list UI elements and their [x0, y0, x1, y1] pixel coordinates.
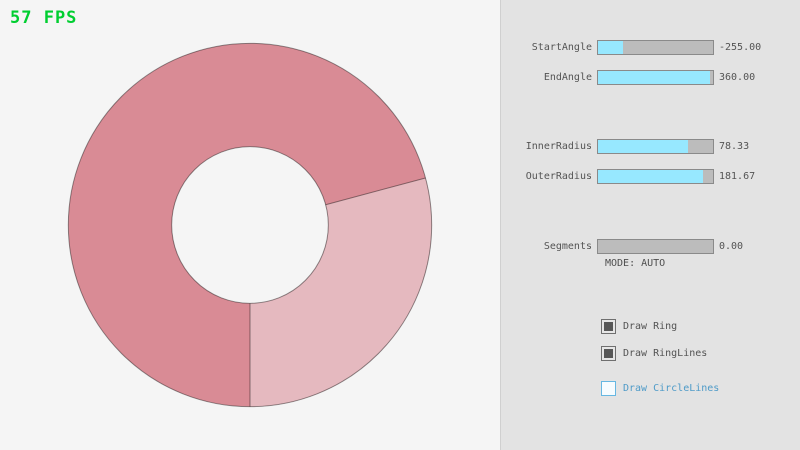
slider-fill	[598, 170, 703, 183]
start-angle-row: StartAngle -255.00	[501, 40, 800, 55]
checkbox-box	[601, 318, 616, 334]
slider-fill	[598, 140, 688, 153]
start-angle-slider[interactable]	[597, 40, 714, 55]
checkbox-box	[601, 380, 616, 396]
segments-mode-text: MODE: AUTO	[605, 258, 666, 269]
end-angle-label: EndAngle	[543, 72, 592, 83]
end-angle-slider[interactable]	[597, 70, 714, 85]
end-angle-value: 360.00	[719, 72, 756, 83]
checkmark	[604, 348, 613, 358]
draw-circlelines-label: Draw CircleLines	[623, 382, 720, 394]
segments-slider[interactable]	[597, 239, 714, 254]
inner-radius-label: InnerRadius	[525, 141, 592, 152]
inner-radius-row: InnerRadius 78.33	[501, 139, 800, 154]
slider-fill	[598, 41, 624, 54]
draw-circlelines-checkbox[interactable]: Draw CircleLines	[601, 380, 719, 396]
ring-visualization	[67, 42, 433, 408]
draw-ringlines-checkbox[interactable]: Draw RingLines	[601, 345, 707, 361]
segments-label: Segments	[543, 241, 592, 252]
end-angle-row: EndAngle 360.00	[501, 70, 800, 85]
outer-radius-row: OuterRadius 181.67	[501, 169, 800, 184]
draw-ring-checkbox[interactable]: Draw Ring	[601, 318, 677, 334]
draw-ring-label: Draw Ring	[623, 320, 678, 332]
draw-ringlines-label: Draw RingLines	[623, 347, 708, 359]
fps-counter: 57 FPS	[10, 8, 78, 28]
control-panel: StartAngle -255.00 EndAngle 360.00 Inner…	[500, 0, 800, 450]
start-angle-value: -255.00	[719, 42, 762, 53]
start-angle-label: StartAngle	[531, 42, 592, 53]
inner-radius-value: 78.33	[719, 141, 750, 152]
checkmark	[604, 321, 613, 331]
outer-radius-slider[interactable]	[597, 169, 714, 184]
outer-radius-value: 181.67	[719, 171, 756, 182]
segments-value: 0.00	[719, 241, 744, 252]
inner-radius-slider[interactable]	[597, 139, 714, 154]
outer-radius-label: OuterRadius	[525, 171, 592, 182]
canvas-area: 57 FPS	[10, 8, 433, 408]
segments-row: Segments 0.00	[501, 239, 800, 254]
slider-fill	[598, 71, 710, 84]
checkbox-box	[601, 345, 616, 361]
